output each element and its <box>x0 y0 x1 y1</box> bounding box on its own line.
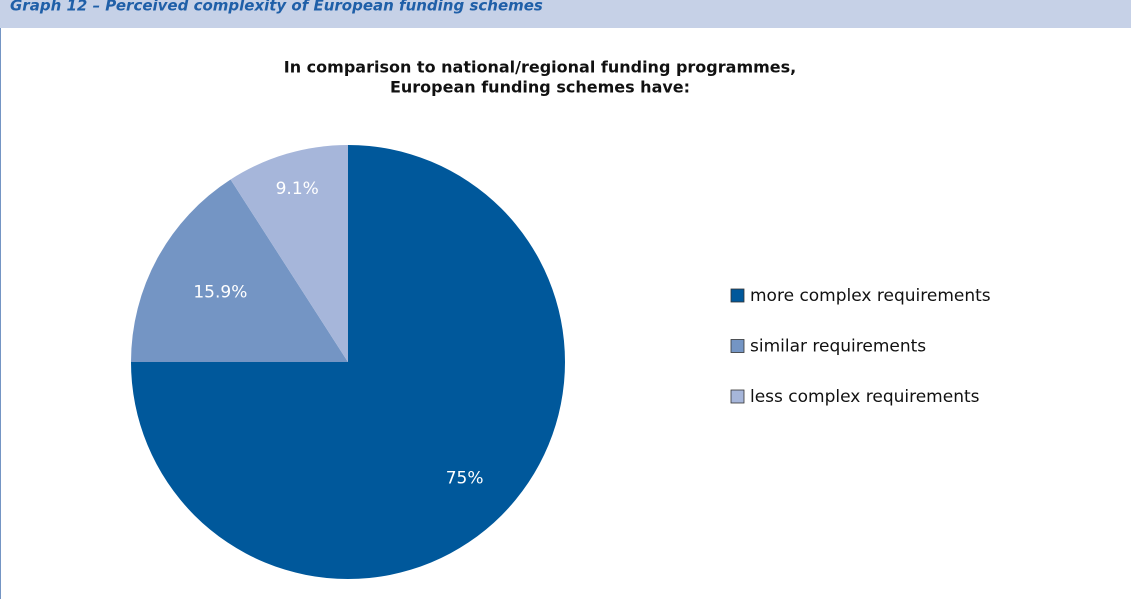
data-label: 75% <box>446 469 484 489</box>
legend-label: more complex requirements <box>750 286 991 306</box>
legend-label: less complex requirements <box>750 387 980 407</box>
legend-label: similar requirements <box>750 337 926 357</box>
legend-swatch <box>730 389 745 404</box>
pie-slice <box>230 145 348 362</box>
legend-swatch <box>730 288 745 303</box>
chart-title: In comparison to national/regional fundi… <box>284 58 796 77</box>
chart-title: European funding schemes have: <box>390 78 690 97</box>
data-label: 15.9% <box>193 282 247 302</box>
legend-swatch <box>730 339 745 353</box>
pie-slice <box>131 179 348 362</box>
header-bar <box>0 0 1131 28</box>
header-title: Graph 12 – Perceived complexity of Europ… <box>10 0 543 15</box>
data-label: 9.1% <box>276 179 319 199</box>
